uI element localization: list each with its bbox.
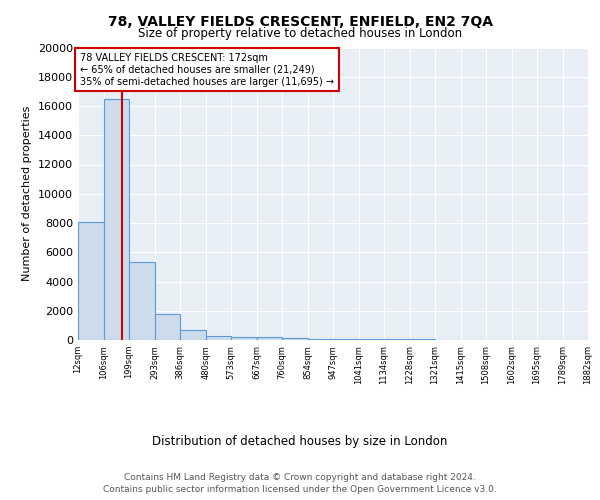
Bar [282,338,308,340]
Bar [104,98,129,340]
Y-axis label: Number of detached properties: Number of detached properties [22,106,32,282]
Text: 78 VALLEY FIELDS CRESCENT: 172sqm
← 65% of detached houses are smaller (21,249)
: 78 VALLEY FIELDS CRESCENT: 172sqm ← 65% … [80,54,334,86]
Text: Distribution of detached houses by size in London: Distribution of detached houses by size … [152,435,448,448]
Bar [78,222,104,340]
Text: Contains HM Land Registry data © Crown copyright and database right 2024.: Contains HM Land Registry data © Crown c… [124,472,476,482]
Bar [333,339,359,340]
Bar [257,338,282,340]
Text: Size of property relative to detached houses in London: Size of property relative to detached ho… [138,28,462,40]
Bar [231,337,257,340]
Text: Contains public sector information licensed under the Open Government Licence v3: Contains public sector information licen… [103,485,497,494]
Bar [180,330,206,340]
Bar [206,336,231,340]
Bar [129,262,155,340]
Bar [359,339,384,340]
Bar [308,338,333,340]
Text: 78, VALLEY FIELDS CRESCENT, ENFIELD, EN2 7QA: 78, VALLEY FIELDS CRESCENT, ENFIELD, EN2… [107,15,493,29]
Bar [155,314,180,340]
